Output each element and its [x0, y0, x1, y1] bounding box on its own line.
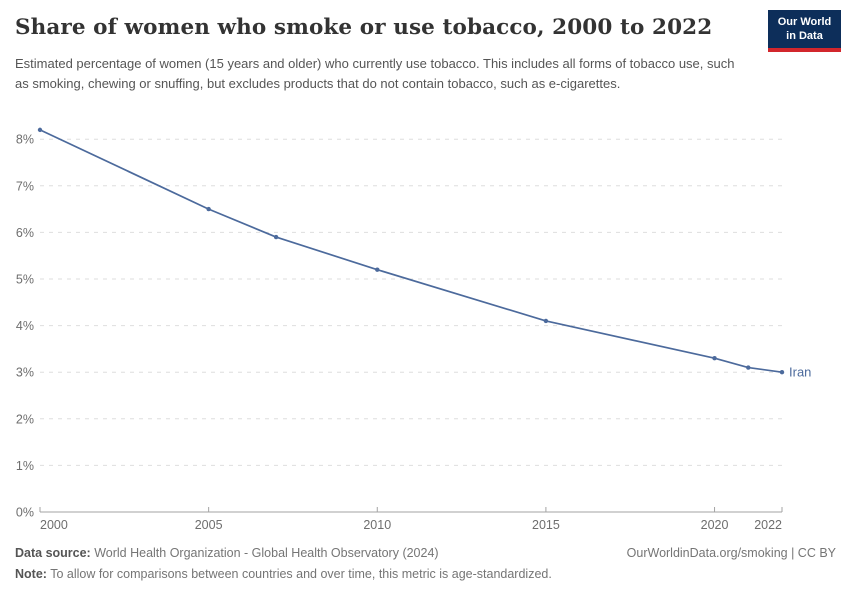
- x-axis-tick-label: 2000: [40, 518, 68, 532]
- data-point[interactable]: [779, 370, 785, 375]
- note-label: Note:: [15, 567, 47, 581]
- note-text: To allow for comparisons between countri…: [46, 567, 552, 581]
- data-point[interactable]: [712, 356, 717, 361]
- attribution-link[interactable]: OurWorldinData.org/smoking | CC BY: [626, 546, 836, 560]
- data-point[interactable]: [37, 127, 43, 133]
- y-axis-tick-label: 1%: [16, 459, 34, 473]
- y-axis-tick-label: 6%: [16, 226, 34, 240]
- y-axis-tick-label: 2%: [16, 412, 34, 426]
- x-axis-tick-label: 2010: [363, 518, 391, 532]
- data-point[interactable]: [543, 318, 549, 324]
- x-axis-tick-label: 2022: [754, 518, 782, 532]
- y-axis-tick-label: 5%: [16, 273, 34, 287]
- y-axis-tick-label: 3%: [16, 366, 34, 380]
- series-end-label[interactable]: Iran: [789, 365, 811, 380]
- series-line-iran[interactable]: [39, 129, 783, 374]
- data-source-label: Data source:: [15, 546, 91, 560]
- owid-logo-line2: in Data: [786, 30, 823, 43]
- x-axis-tick-label: 2020: [701, 518, 729, 532]
- data-point[interactable]: [206, 206, 211, 212]
- y-axis-tick-label: 0%: [16, 506, 34, 520]
- y-axis-tick-label: 8%: [16, 133, 34, 147]
- chart-subtitle: Estimated percentage of women (15 years …: [15, 56, 735, 92]
- chart-title: Share of women who smoke or use tobacco,…: [15, 15, 713, 40]
- x-axis-tick-label: 2005: [195, 518, 223, 532]
- chart-footer: Data source: World Health Organization -…: [15, 546, 836, 581]
- data-point[interactable]: [746, 365, 751, 370]
- y-axis-tick-label: 7%: [16, 179, 34, 193]
- y-axis-tick-label: 4%: [16, 319, 34, 333]
- x-axis-tick-label: 2015: [532, 518, 560, 532]
- data-point[interactable]: [273, 234, 279, 240]
- data-source: Data source: World Health Organization -…: [15, 546, 439, 560]
- data-source-text: World Health Organization - Global Healt…: [90, 546, 439, 560]
- data-point[interactable]: [375, 267, 380, 272]
- owid-logo-line1: Our World: [777, 16, 832, 28]
- chart-note: Note: To allow for comparisons between c…: [15, 567, 836, 581]
- owid-logo[interactable]: Our World in Data: [768, 10, 841, 52]
- line-chart[interactable]: 0% 1% 2% 3% 4% 5% 6% 7% 8% 2000 2005 2010 2015 2020 20…: [0, 118, 850, 540]
